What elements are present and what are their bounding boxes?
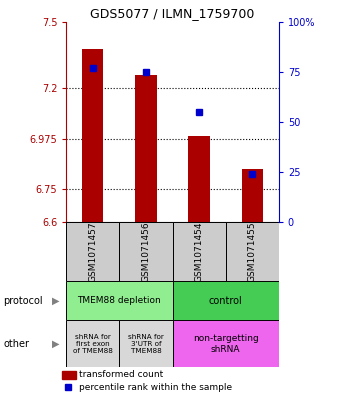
Text: GSM1071455: GSM1071455 bbox=[248, 221, 257, 282]
Text: shRNA for
3'UTR of
TMEM88: shRNA for 3'UTR of TMEM88 bbox=[128, 334, 164, 354]
Bar bbox=[188, 136, 210, 222]
Bar bbox=[119, 222, 173, 281]
Bar bbox=[173, 320, 279, 367]
Text: ▶: ▶ bbox=[52, 296, 60, 306]
Text: GSM1071457: GSM1071457 bbox=[88, 221, 97, 282]
Bar bbox=[66, 281, 173, 320]
Text: TMEM88 depletion: TMEM88 depletion bbox=[78, 296, 161, 305]
Bar bbox=[135, 75, 157, 222]
Bar bbox=[82, 50, 103, 222]
Bar bbox=[119, 320, 173, 367]
Text: shRNA for
first exon
of TMEM88: shRNA for first exon of TMEM88 bbox=[73, 334, 113, 354]
Text: protocol: protocol bbox=[3, 296, 43, 306]
Title: GDS5077 / ILMN_1759700: GDS5077 / ILMN_1759700 bbox=[90, 7, 255, 20]
Text: GSM1071456: GSM1071456 bbox=[141, 221, 151, 282]
Bar bbox=[226, 222, 279, 281]
Bar bbox=[173, 222, 226, 281]
Bar bbox=[66, 222, 119, 281]
Text: ▶: ▶ bbox=[52, 339, 60, 349]
Bar bbox=[62, 371, 75, 379]
Text: GSM1071454: GSM1071454 bbox=[194, 221, 204, 282]
Bar bbox=[242, 169, 263, 222]
Text: other: other bbox=[3, 339, 29, 349]
Text: control: control bbox=[209, 296, 242, 306]
Text: percentile rank within the sample: percentile rank within the sample bbox=[79, 383, 232, 392]
Text: transformed count: transformed count bbox=[79, 370, 164, 379]
Bar bbox=[173, 281, 279, 320]
Text: non-targetting
shRNA: non-targetting shRNA bbox=[193, 334, 258, 354]
Bar bbox=[66, 320, 119, 367]
